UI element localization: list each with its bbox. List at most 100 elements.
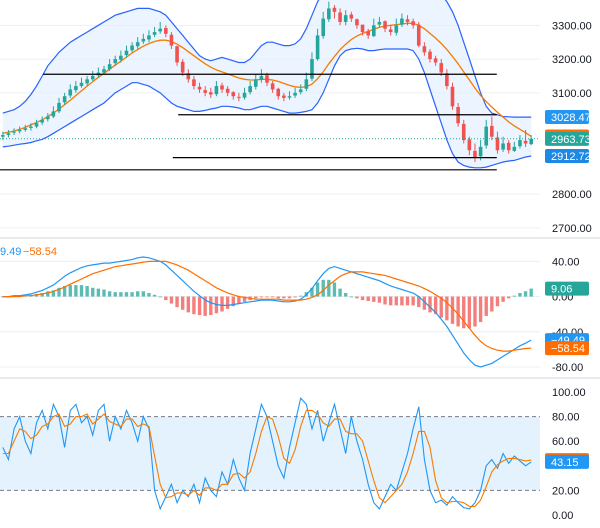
macd-histogram-bar (203, 296, 207, 316)
candle-body (349, 14, 354, 19)
candle-body (180, 61, 185, 73)
macd-header-label: −58.54 (23, 246, 57, 258)
candle-body (416, 24, 421, 46)
candle-body (62, 96, 67, 103)
candle-body (428, 51, 432, 60)
macd-tick-label: -80.00 (552, 362, 583, 374)
candle-body (355, 19, 359, 26)
macd-histogram-bar (270, 296, 275, 298)
macd-histogram-bar (433, 296, 438, 315)
candle-body (405, 19, 410, 22)
candle-body (6, 133, 11, 136)
macd-histogram-bar (338, 288, 342, 297)
macd-histogram-bar (158, 296, 162, 298)
candle-body (242, 92, 247, 98)
price-tick-label: 2800.00 (552, 189, 592, 201)
macd-histogram-bar (113, 292, 117, 297)
candle-body (360, 24, 365, 33)
macd-histogram-bar (186, 296, 190, 313)
macd-histogram-bar (366, 296, 370, 301)
stochastic-tick-label: 80.00 (552, 412, 580, 424)
value-tag-bg (545, 109, 589, 124)
candle-body (68, 89, 73, 96)
macd-histogram-bar (332, 282, 337, 297)
macd-histogram-bar (96, 288, 101, 297)
macd-histogram-bar (394, 296, 398, 306)
candle-body (445, 73, 449, 87)
candle-body (495, 137, 500, 151)
stochastic-tick-label: 60.00 (552, 436, 580, 448)
candle-body (377, 21, 382, 25)
value-tag-label: 2963.73 (551, 134, 591, 146)
candle-body (439, 63, 444, 73)
macd-histogram-bar (276, 296, 280, 299)
candle-body (12, 131, 16, 133)
candle-body (40, 119, 44, 123)
stochastic-tick-label: 0.00 (552, 510, 573, 522)
candle-body (141, 38, 146, 42)
macd-histogram-bar (529, 288, 533, 297)
candle-body (152, 32, 157, 35)
candle-body (282, 95, 286, 98)
macd-histogram-bar (428, 296, 432, 313)
macd-histogram-bar (473, 296, 477, 327)
candle-body (135, 42, 140, 47)
macd-histogram-bar (164, 296, 168, 301)
macd-histogram-bar (124, 292, 129, 297)
candle-body (512, 146, 517, 151)
candle-body (186, 73, 191, 80)
candle-body (461, 123, 466, 141)
macd-histogram-bar (383, 296, 387, 305)
candle-body (265, 75, 269, 83)
candle-body (372, 25, 376, 37)
candle-body (175, 46, 179, 63)
macd-histogram-bar (46, 291, 50, 297)
candle-body (523, 140, 528, 144)
macd-histogram-bar (220, 296, 224, 312)
candle-body (467, 139, 472, 151)
candle-body (332, 7, 337, 12)
candle-body (343, 15, 348, 22)
macd-histogram-bar (344, 293, 348, 297)
macd-histogram-bar (74, 285, 78, 297)
macd-histogram-bar (411, 296, 415, 306)
value-tag-label: 2912.72 (551, 151, 591, 163)
value-tag-label: 9.06 (551, 284, 572, 296)
macd-histogram-bar (512, 295, 517, 297)
candle-body (214, 86, 219, 95)
candle-body (231, 92, 236, 97)
candle-body (484, 126, 489, 146)
macd-histogram-bar (175, 296, 179, 308)
candle-body (158, 28, 162, 32)
candle-body (529, 138, 533, 145)
candle-body (208, 92, 213, 95)
price-panel (0, 0, 540, 229)
candle-body (169, 34, 174, 46)
macd-histogram-bar (321, 279, 325, 297)
value-tag-bg (545, 341, 589, 356)
candle-body (253, 79, 258, 87)
candle-body (57, 102, 61, 112)
macd-histogram-bar (400, 296, 404, 306)
bollinger-upper-line (2, 0, 532, 118)
macd-histogram-bar (62, 286, 67, 297)
macd-histogram-bar (85, 286, 89, 297)
candle-body (321, 18, 326, 37)
macd-histogram-bar (439, 296, 443, 318)
macd-histogram-bar (265, 296, 269, 298)
macd-histogram-bar (242, 296, 247, 302)
candle-body (237, 96, 241, 98)
macd-histogram-bar (445, 296, 449, 321)
candle-body (293, 92, 297, 96)
macd-histogram-bar (68, 285, 72, 297)
stochastic-tick-label: 20.00 (552, 485, 580, 497)
macd-histogram-bar (169, 296, 174, 304)
candle-body (259, 75, 264, 81)
macd-histogram-bar (377, 296, 382, 303)
candle-body (287, 96, 292, 98)
candle-body (315, 35, 320, 60)
macd-histogram-bar (107, 291, 112, 297)
candle-body (310, 59, 314, 79)
candle-body (450, 86, 455, 107)
macd-histogram-bar (102, 289, 106, 297)
